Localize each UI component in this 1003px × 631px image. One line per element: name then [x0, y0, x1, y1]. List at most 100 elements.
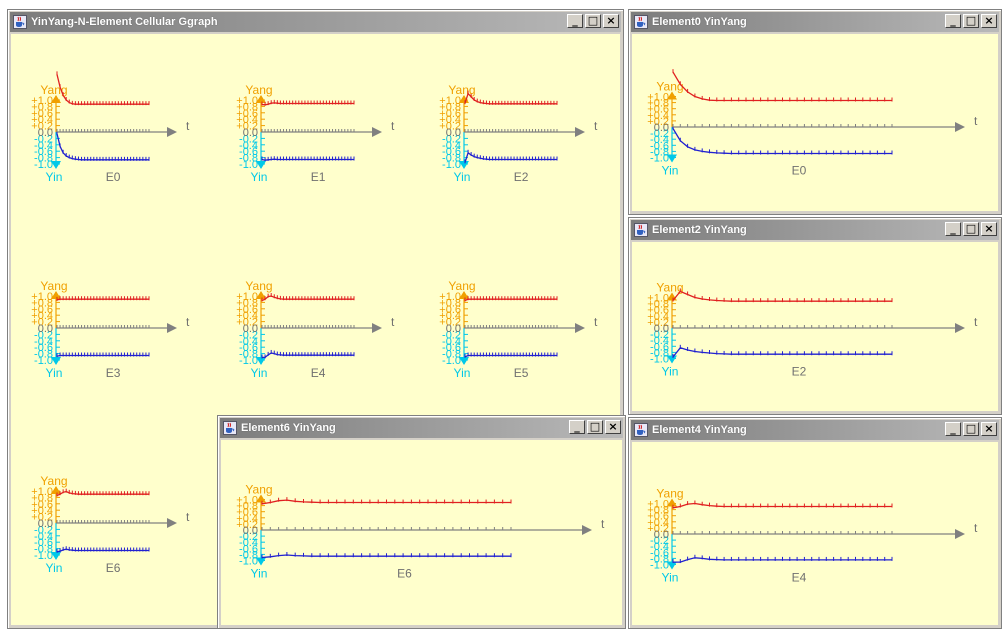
yang-tick-label: +0.2 [236, 121, 258, 133]
yin-axis-label: Yin [454, 366, 471, 380]
minimize-button[interactable]: _ [945, 14, 961, 28]
yang-tick-label: +0.8 [439, 101, 461, 113]
yin-axis-arrow-icon [667, 561, 677, 570]
yang-tick-label: +1.0 [439, 291, 461, 303]
maximize-button[interactable]: □ [963, 222, 979, 236]
yang-tick-label: +0.8 [647, 299, 669, 311]
yin-tick-label: -0.4 [34, 336, 53, 348]
yang-axis-label: Yang [40, 83, 67, 97]
yin-tick-label: -0.6 [34, 146, 53, 158]
minimize-button[interactable]: _ [945, 422, 961, 436]
element-label: E2 [792, 365, 807, 379]
yang-tick-label: +0.4 [439, 310, 461, 322]
yin-tick-label: -0.2 [442, 133, 461, 145]
yang-axis-arrow-icon [51, 486, 61, 494]
yin-axis-arrow-icon [256, 557, 266, 566]
yang-tick-label: +0.2 [31, 512, 53, 524]
time-axis-label: t [186, 315, 190, 329]
yang-tick-label: +0.2 [647, 116, 669, 128]
yin-tick-label: -1.0 [442, 355, 461, 367]
yin-axis-label: Yin [662, 164, 679, 178]
yang-tick-label: +0.2 [236, 317, 258, 329]
yang-tick-label: +0.8 [31, 101, 53, 113]
yin-tick-label: -0.6 [650, 140, 669, 152]
yin-tick-label: -0.4 [34, 531, 53, 543]
minimize-button[interactable]: _ [567, 14, 583, 28]
minimize-button[interactable]: _ [945, 222, 961, 236]
time-axis-label: t [391, 315, 395, 329]
element0-window: Element0 YinYang _ □ × Yang +1.0 +0.8 +0.6 +… [628, 9, 1002, 215]
yang-tick-label: +0.8 [647, 505, 669, 517]
yin-tick-label: -0.2 [239, 133, 258, 145]
yang-tick-label: +0.8 [31, 297, 53, 309]
yin-axis-label: Yin [46, 366, 63, 380]
zero-tick-label: 0.0 [243, 127, 258, 139]
yin-tick-label: -0.6 [650, 341, 669, 353]
yin-tick-label: -0.4 [239, 140, 258, 152]
time-axis-label: t [391, 119, 395, 133]
maximize-button[interactable]: □ [587, 420, 603, 434]
element2-window-content: Yang +1.0 +0.8 +0.6 +0.4 +0.2 Yin -0.2 -0.4 -0.6-… [632, 242, 998, 411]
time-axis-arrow-icon [372, 323, 382, 333]
close-button[interactable]: × [603, 14, 619, 28]
yin-tick-label: -1.0 [442, 159, 461, 171]
close-button[interactable]: × [981, 222, 997, 236]
close-button[interactable]: × [981, 422, 997, 436]
java-cup-icon [634, 15, 648, 29]
close-button[interactable]: × [605, 420, 621, 434]
element0-window-titlebar[interactable]: Element0 YinYang _ □ × [631, 12, 999, 32]
window-controls: _ □ × [943, 422, 997, 438]
maximize-button[interactable]: □ [963, 14, 979, 28]
yang-tick-label: +0.8 [647, 98, 669, 110]
yang-axis-label: Yang [448, 279, 475, 293]
yin-axis-label: Yin [662, 571, 679, 585]
yin-tick-label: -0.2 [650, 128, 669, 140]
yang-tick-label: +0.8 [236, 101, 258, 113]
element-label: E3 [106, 366, 121, 380]
yin-tick-label: -0.2 [650, 535, 669, 547]
close-button[interactable]: × [981, 14, 997, 28]
yang-tick-label: +0.6 [236, 304, 258, 316]
yin-tick-label: -0.2 [239, 329, 258, 341]
cell-graph-e2: Yang+1.0+0.8+0.6+0.4+0.2Yin-0.2-0.4-0.6-… [439, 83, 598, 184]
yang-axis-arrow-icon [667, 91, 677, 100]
time-axis-label: t [594, 315, 598, 329]
yin-tick-label: -0.8 [442, 349, 461, 361]
yin-axis-arrow-icon [256, 161, 266, 169]
yin-tick-label: -0.6 [442, 146, 461, 158]
cell-graph-e3: Yang+1.0+0.8+0.6+0.4+0.2 Yin -0.2-0.4-0.6-… [31, 279, 190, 380]
yin-tick-label: -0.4 [650, 541, 669, 553]
yang-tick-label: +0.6 [236, 108, 258, 120]
yang-tick-label: +0.8 [236, 297, 258, 309]
yang-tick-label: +1.0 [31, 95, 53, 107]
yin-tick-label: -0.4 [239, 336, 258, 348]
yin-tick-label: -1.0 [34, 355, 53, 367]
element2-window-titlebar[interactable]: Element2 YinYang _ □ × [631, 220, 999, 240]
window-title: Element4 YinYang [652, 424, 747, 436]
element-label: E6 [397, 567, 412, 581]
yin-tick-label: -0.8 [34, 153, 53, 165]
maximize-button[interactable]: □ [963, 422, 979, 436]
yin-tick-label: -1.0 [239, 355, 258, 367]
element4-window-content: Yang +1.0 +0.8 +0.6 +0.4 +0.2 Yin -0.2 -0.4 -0.6-… [632, 442, 998, 625]
yin-tick-label: -1.0 [239, 556, 258, 568]
element0-window-content: Yang +1.0 +0.8 +0.6 +0.4 +0.2 Yin -0.2 -0.4 -0.6-… [632, 34, 998, 211]
element-label: E4 [311, 366, 326, 380]
element4-window-titlebar[interactable]: Element4 YinYang _ □ × [631, 420, 999, 440]
main-window-titlebar[interactable]: YinYang-N-Element Cellular Ggraph _ □ × [10, 12, 621, 32]
yang-tick-label: +1.0 [31, 291, 53, 303]
window-controls: _ □ × [565, 14, 619, 30]
java-cup-icon [13, 15, 27, 29]
yang-tick-label: +0.4 [31, 310, 53, 322]
maximize-button[interactable]: □ [585, 14, 601, 28]
time-axis-arrow-icon [955, 323, 965, 333]
yin-axis-label: Yin [46, 561, 63, 575]
yin-tick-label: -0.2 [650, 329, 669, 341]
yang-axis-label: Yang [245, 279, 272, 293]
element6-window-titlebar[interactable]: Element6 YinYang _ □ × [220, 418, 623, 438]
java-cup-icon [223, 421, 237, 435]
minimize-button[interactable]: _ [569, 420, 585, 434]
time-axis-arrow-icon [582, 525, 592, 535]
yang-tick-label: +0.6 [439, 108, 461, 120]
yang-tick-label: +0.2 [236, 519, 258, 531]
